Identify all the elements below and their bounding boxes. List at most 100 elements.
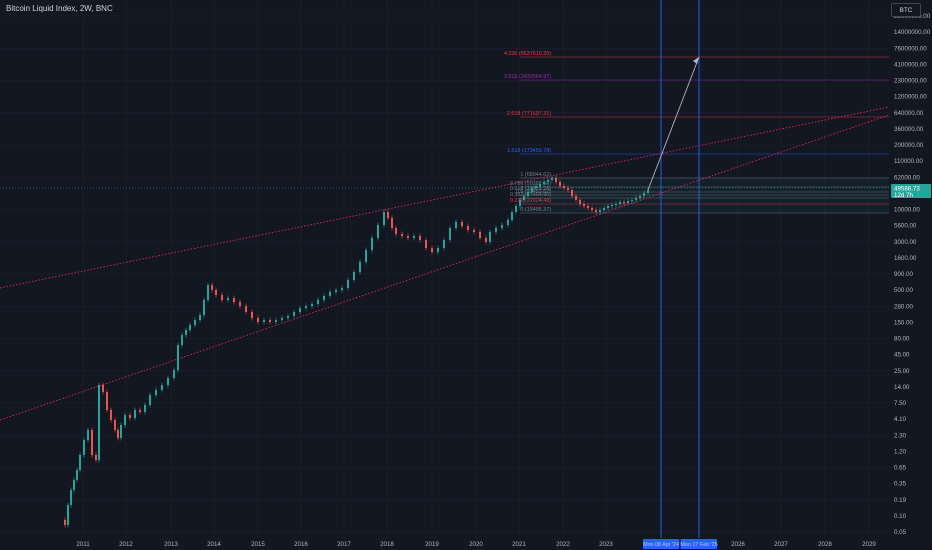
time-axis-tick: 2020 [469, 541, 483, 548]
candle [353, 272, 355, 280]
fib-level-label: 0 (15495.37) [520, 207, 551, 213]
candle [567, 188, 569, 190]
candle [615, 204, 617, 206]
candle [407, 236, 409, 238]
current-price-badge [891, 184, 931, 198]
price-axis-tick: 360000.00 [894, 126, 924, 133]
candle [64, 520, 66, 525]
candle [623, 202, 625, 204]
candle [639, 196, 641, 198]
candle [627, 201, 629, 203]
candle [299, 308, 301, 312]
candle [311, 304, 313, 306]
price-axis-tick: 14.00 [894, 384, 910, 391]
price-axis-tick: 4.10 [894, 416, 907, 423]
candle [117, 430, 119, 438]
price-axis-tick: 500.00 [894, 287, 913, 294]
candle [449, 228, 451, 240]
candle [511, 212, 513, 220]
chart-title: Bitcoin Liquid Index, 2W, BNC [6, 4, 113, 13]
time-axis-tick: 2022 [556, 541, 570, 548]
candle [563, 186, 565, 188]
candle [257, 318, 259, 322]
candle [189, 325, 191, 330]
candle [607, 206, 609, 208]
current-price-label: 49586.73 [894, 186, 920, 193]
candle [227, 298, 229, 300]
price-axis-tick: 45.00 [894, 352, 910, 359]
candle [527, 192, 529, 196]
time-axis-tick: 2026 [731, 541, 745, 548]
candle [591, 208, 593, 210]
price-axis-tick: 14000000.00 [894, 29, 931, 36]
candle [251, 312, 253, 318]
candle [76, 470, 78, 480]
price-axis-tick: 0.10 [894, 513, 907, 520]
candle [535, 186, 537, 188]
trend-line-upper [0, 106, 890, 289]
candle [305, 306, 307, 308]
candle [317, 300, 319, 304]
candle [199, 315, 201, 320]
price-axis[interactable] [889, 0, 932, 550]
candle [631, 200, 633, 202]
price-axis-tick: 2.30 [894, 432, 907, 439]
candle [139, 410, 141, 412]
fib-level-label: 0.618 (39835.28) [510, 186, 551, 192]
time-marker-badge [643, 539, 679, 549]
candle [155, 390, 157, 395]
candle [413, 236, 415, 238]
time-axis-tick: 2023 [599, 541, 613, 548]
candle [643, 193, 645, 196]
price-axis-tick: 280.00 [894, 303, 913, 310]
price-axis-tick: 150.00 [894, 319, 913, 326]
candle [67, 505, 69, 525]
candle [177, 345, 179, 370]
time-axis-tick: 2014 [207, 541, 221, 548]
price-axis-tick: 640000.00 [894, 110, 924, 117]
candle [611, 205, 613, 207]
candle [647, 190, 649, 193]
time-axis-tick: 2011 [76, 541, 90, 548]
candle [501, 225, 503, 228]
fib-level-label: 1.618 (173459.78) [507, 148, 551, 154]
candle [579, 200, 581, 204]
time-marker-badge [681, 539, 717, 549]
candle [519, 200, 521, 206]
fib-level-label: 1 (68944.62) [520, 172, 551, 178]
time-axis[interactable] [0, 538, 889, 550]
price-axis-tick: 80.00 [894, 336, 910, 343]
fib-level-label: 2.618 (771697.31) [507, 111, 551, 117]
candle [263, 320, 265, 322]
candle [335, 290, 337, 292]
time-axis-tick: 2021 [512, 541, 526, 548]
candle [215, 290, 217, 295]
price-axis-tick: 3000.00 [894, 239, 917, 246]
symbol-button[interactable]: BTC [891, 3, 921, 17]
candle [467, 226, 469, 230]
price-axis-tick: 25.00 [894, 368, 910, 375]
candle [515, 206, 517, 212]
candle [275, 320, 277, 322]
candle [523, 196, 525, 200]
fib-level-label: 0.786 (50297.56) [510, 181, 551, 187]
candle [387, 212, 389, 218]
price-axis-tick: 0.19 [894, 497, 907, 504]
candle [167, 378, 169, 385]
trend-line-lower [0, 114, 890, 421]
projection-arrowhead [693, 57, 699, 64]
candle [106, 392, 108, 410]
candle [239, 302, 241, 306]
price-axis-tick: 7.50 [894, 400, 907, 407]
candle [485, 238, 487, 242]
candle [479, 232, 481, 238]
candle [245, 306, 247, 312]
candle [114, 420, 116, 430]
candle [149, 395, 151, 405]
candle [207, 285, 209, 300]
candle [181, 335, 183, 345]
time-axis-tick: 2016 [294, 541, 308, 548]
candle [383, 212, 385, 225]
